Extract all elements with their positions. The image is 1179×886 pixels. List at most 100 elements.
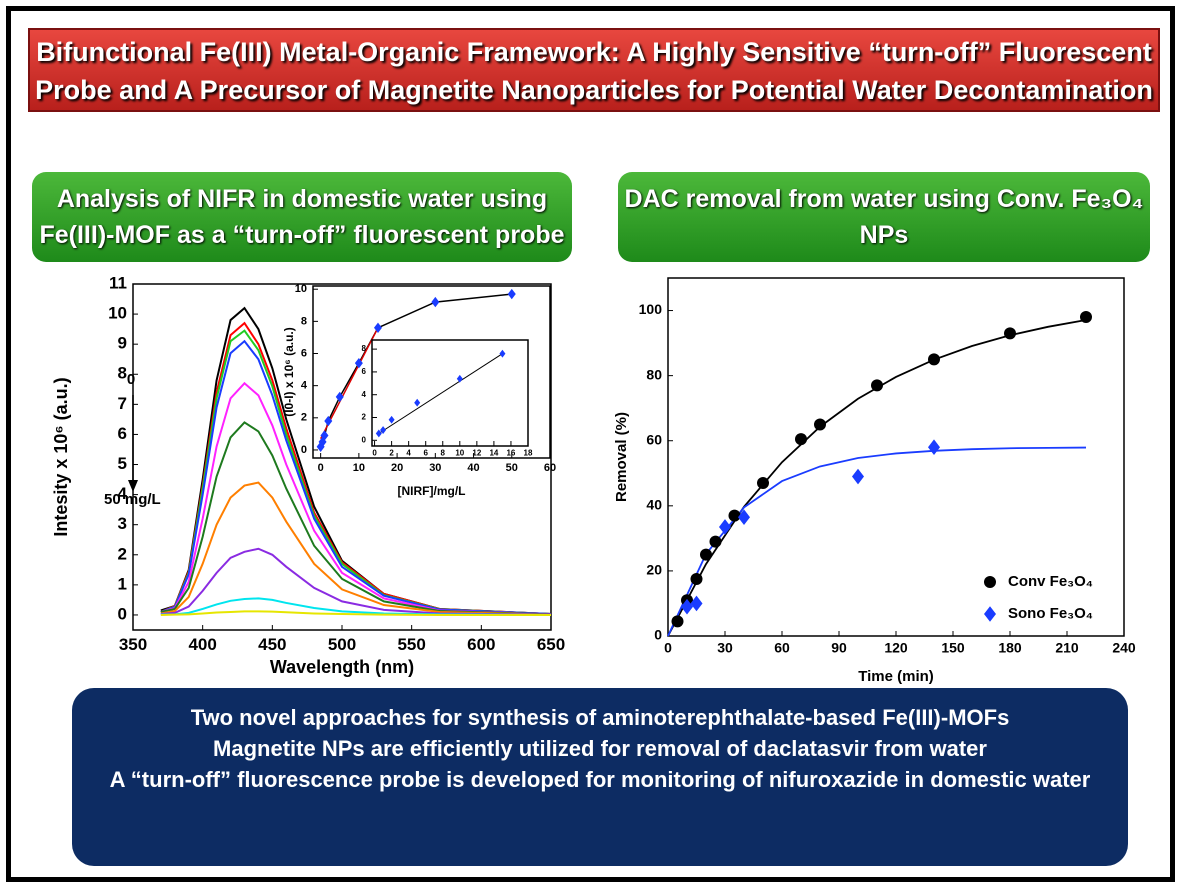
x-tick-label: 10: [353, 462, 365, 474]
data-point: [681, 598, 693, 615]
y-axis-label: (I0-I) x 10⁶ (a.u.): [282, 327, 296, 417]
data-point: [380, 426, 387, 434]
x-tick-label: 150: [941, 639, 965, 655]
x-tick-label: 4: [406, 448, 411, 457]
data-point: [728, 509, 741, 522]
data-point: [709, 535, 722, 548]
data-line: [160, 339, 552, 616]
data-point: [795, 433, 807, 446]
data-point: [852, 468, 864, 485]
frame: [6, 6, 1175, 882]
y-tick-label: 100: [639, 301, 663, 317]
data-point: [373, 322, 382, 333]
data-point: [928, 353, 940, 366]
title-line: Probe and A Precursor of Magnetite Nanop…: [35, 75, 1153, 105]
data-point: [507, 288, 516, 300]
legend-label: Sono Fe₃O₄: [1008, 605, 1093, 622]
x-tick-label: 2: [389, 448, 394, 457]
data-point: [700, 548, 712, 561]
x-axis-label: Time (min): [858, 668, 934, 685]
plot-frame: [667, 277, 1125, 637]
data-point: [388, 415, 395, 424]
y-tick-label: 0: [118, 604, 127, 623]
legend-symbol: [984, 576, 996, 588]
y-tick-label: 10: [295, 283, 307, 295]
x-tick-label: 650: [537, 635, 565, 654]
y-tick-label: 0: [654, 627, 662, 643]
data-point: [324, 415, 333, 427]
y-tick-label: 9: [118, 334, 127, 353]
legend-label: Conv Fe₃O₄: [1008, 573, 1093, 590]
data-point: [375, 429, 382, 438]
x-tick-label: 0: [318, 462, 324, 474]
data-point: [690, 595, 703, 612]
y-tick-label: 4: [301, 380, 308, 392]
x-tick-label: 14: [489, 448, 498, 457]
y-tick-label: 11: [109, 273, 127, 292]
x-tick-label: 30: [429, 462, 441, 474]
data-line: [160, 421, 552, 616]
data-point: [871, 379, 883, 392]
annotation: 50 mg/L: [104, 491, 161, 508]
x-tick-label: 210: [1055, 639, 1079, 655]
plot-frame: [371, 339, 529, 447]
y-tick-label: 8: [362, 344, 367, 353]
summary-line: A “turn-off” fluorescence probe is devel…: [109, 767, 1091, 792]
summary-line: Magnetite NPs are efficiently utilized f…: [213, 736, 987, 761]
x-tick-label: 16: [506, 448, 515, 457]
x-tick-label: 400: [188, 635, 216, 654]
data-point: [757, 477, 769, 490]
x-tick-label: 10: [455, 448, 464, 457]
x-tick-label: 450: [258, 635, 286, 654]
x-tick-label: 500: [328, 635, 356, 654]
heading-line: Analysis of NIFR in domestic water using: [56, 185, 548, 213]
y-tick-label: 8: [301, 315, 307, 327]
x-axis-label: Wavelength (nm): [270, 657, 414, 677]
x-tick-label: 550: [397, 635, 425, 654]
data-point: [928, 439, 940, 456]
x-tick-label: 0: [372, 448, 377, 457]
summary-line: Two novel approaches for synthesis of am…: [190, 705, 1010, 730]
data-point: [414, 398, 421, 407]
data-point: [335, 391, 344, 403]
y-tick-label: 6: [118, 424, 127, 443]
x-tick-label: 20: [391, 462, 403, 474]
heading-line: Fe(III)-MOF as a “turn-off” fluorescent …: [39, 221, 565, 249]
left-heading: Analysis of NIFR in domestic water using…: [32, 172, 572, 262]
data-point: [671, 615, 684, 628]
summary-box: Two novel approaches for synthesis of am…: [72, 688, 1128, 866]
x-tick-label: 60: [544, 462, 556, 474]
y-tick-label: 2: [301, 412, 307, 424]
data-line: [160, 547, 552, 616]
y-tick-label: 8: [118, 364, 127, 383]
data-point: [814, 418, 826, 431]
y-tick-label: 0: [301, 444, 307, 456]
data-point: [738, 509, 750, 526]
heading-line: NPs: [859, 221, 909, 249]
x-tick-label: 240: [1112, 639, 1136, 655]
y-tick-label: 20: [646, 562, 662, 578]
x-tick-label: 6: [423, 448, 428, 457]
data-point: [456, 374, 463, 383]
y-tick-label: 5: [118, 454, 127, 473]
data-point: [354, 357, 363, 369]
data-point: [1004, 327, 1016, 340]
data-line: [160, 381, 552, 616]
x-tick-label: 60: [774, 639, 790, 655]
x-tick-label: 8: [441, 448, 446, 457]
y-tick-label: 6: [362, 367, 367, 376]
data-point: [499, 349, 506, 358]
x-axis-label: [NIRF]/mg/L: [398, 484, 466, 498]
y-tick-label: 1: [118, 574, 127, 593]
y-tick-label: 4: [362, 390, 367, 399]
title-line: Bifunctional Fe(III) Metal-Organic Frame…: [36, 37, 1152, 67]
x-tick-label: 40: [467, 462, 479, 474]
data-point: [320, 430, 329, 441]
heading-line: DAC removal from water using Conv. Fe₃O₄: [624, 185, 1144, 213]
data-point: [719, 519, 731, 535]
data-point: [1080, 311, 1092, 324]
y-axis-label: Intesity x 10⁶ (a.u.): [51, 377, 71, 536]
data-line: [160, 597, 552, 616]
